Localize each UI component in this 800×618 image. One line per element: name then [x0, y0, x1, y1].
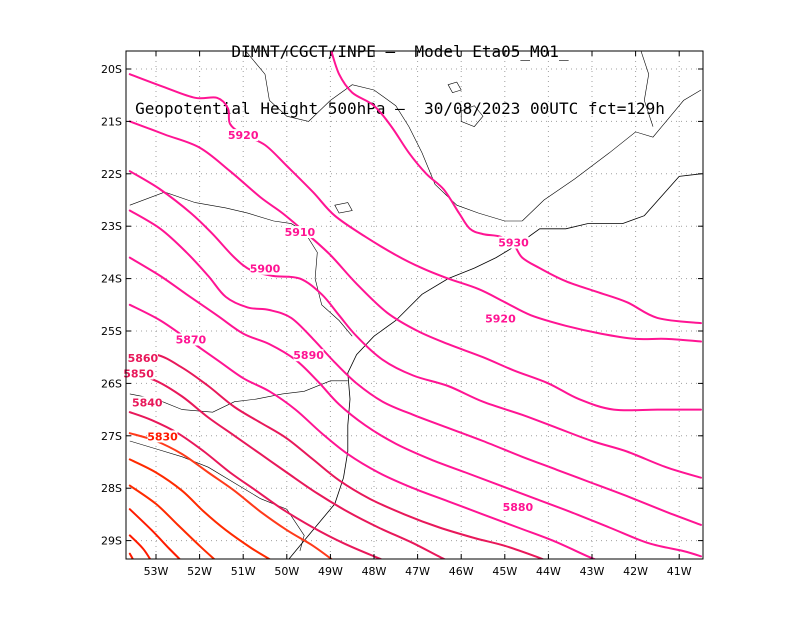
contour-line-5820: [128, 458, 272, 559]
tick-label-lat: 27S: [101, 430, 122, 443]
lake-outline: [460, 105, 484, 127]
contour-label: 5890: [293, 349, 324, 362]
contour-line-5910: [128, 120, 702, 412]
tick-label-lat: 22S: [101, 168, 122, 181]
contour-label-bg: [502, 501, 533, 514]
contour-labels: 5930 5920 5920 5910 5900 5890 5880 5870 5860 5850…: [123, 129, 534, 514]
contour-lines: [128, 51, 702, 559]
contour-label: 5830: [147, 430, 178, 443]
map-frame: [125, 50, 704, 560]
contour-label-bg: [132, 396, 163, 409]
contour-line-5860: [128, 353, 545, 559]
contour-label: 5920: [485, 313, 516, 326]
contour-label-bg: [123, 367, 154, 380]
tick-label-lon: 48W: [362, 565, 387, 578]
contour-label: 5930: [498, 237, 529, 250]
contour-line-5800: [128, 508, 182, 559]
state-border: [129, 191, 353, 337]
tick-label-lon: 47W: [405, 565, 430, 578]
state-border: [640, 51, 654, 127]
contour-label-bg: [228, 129, 259, 142]
state-border: [129, 440, 305, 552]
contour-label-bg: [498, 236, 529, 249]
contour-line-5780: [128, 552, 134, 559]
tick-label-lat: 29S: [101, 535, 122, 548]
tick-label-lon: 43W: [580, 565, 605, 578]
contour-line-5880: [128, 256, 702, 558]
state-border: [245, 51, 523, 222]
tick-label-lon: 44W: [536, 565, 561, 578]
geography: [129, 51, 702, 559]
contour-line-5930: [330, 51, 702, 325]
contour-line-5830: [128, 432, 333, 559]
tick-label-lat: 26S: [101, 377, 122, 390]
contour-label: 5900: [250, 263, 281, 276]
tick-label-lat: 23S: [101, 220, 122, 233]
contour-label: 5870: [176, 333, 207, 346]
contour-label-bg: [293, 349, 324, 362]
contour-line-5870: [128, 303, 597, 559]
tick-label-lon: 50W: [274, 565, 299, 578]
contour-label-bg: [284, 226, 315, 239]
tick-label-lon: 46W: [449, 565, 474, 578]
state-border: [521, 89, 702, 222]
lake-outline: [334, 202, 353, 214]
contour-line-5900: [128, 170, 702, 479]
contour-label: 5850: [123, 368, 154, 381]
contour-line-5810: [128, 484, 216, 559]
tick-label-lat: 20S: [101, 63, 122, 76]
tick-label-lat: 24S: [101, 273, 122, 286]
contour-label: 5840: [132, 396, 163, 409]
tick-label-lon: 52W: [187, 565, 212, 578]
contour-label-bg: [127, 351, 158, 364]
tick-label-lon: 51W: [231, 565, 256, 578]
axis-ticks: 53W 52W 51W 50W 49W 48W 47W 46W 45W 44W 43W 42W 41W 2…: [101, 51, 703, 578]
contour-label: 5920: [228, 129, 259, 142]
contour-label-bg: [250, 262, 280, 275]
lat-lon-grid: [126, 51, 703, 559]
contour-line-5850: [128, 371, 447, 559]
tick-label-lon: 49W: [318, 565, 343, 578]
tick-label-lat: 21S: [101, 115, 122, 128]
tick-label-lon: 42W: [623, 565, 648, 578]
contour-label-bg: [147, 430, 178, 443]
tick-label-lon: 45W: [492, 565, 517, 578]
lake-outline: [447, 81, 462, 93]
contour-line-5840: [128, 411, 384, 559]
tick-label-lon: 41W: [667, 565, 692, 578]
tick-label-lat: 28S: [101, 482, 122, 495]
coastline: [288, 173, 702, 559]
contour-label-bg: [485, 312, 516, 325]
contour-label-bg: [175, 333, 206, 346]
state-border: [129, 380, 348, 413]
contour-label: 5880: [503, 501, 534, 514]
tick-label-lon: 53W: [144, 565, 169, 578]
contour-line-5920: [128, 73, 702, 343]
contour-line-5890: [128, 209, 702, 526]
tick-label-lat: 25S: [101, 325, 122, 338]
contour-label: 5910: [285, 226, 316, 239]
contour-label: 5860: [128, 352, 159, 365]
